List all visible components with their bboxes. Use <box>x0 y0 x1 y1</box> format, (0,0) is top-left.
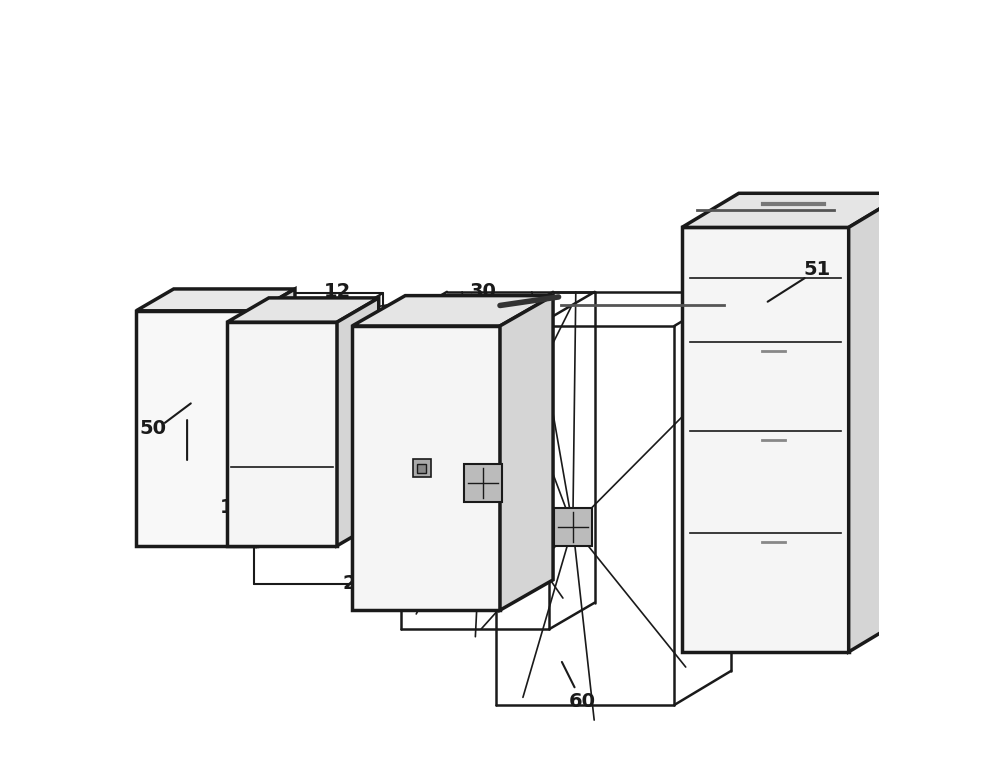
Text: 60: 60 <box>568 691 595 711</box>
Polygon shape <box>227 322 337 546</box>
Text: 12: 12 <box>323 282 351 302</box>
Text: 10: 10 <box>220 498 247 518</box>
Polygon shape <box>352 296 553 326</box>
Text: 30: 30 <box>470 282 497 302</box>
Polygon shape <box>352 326 500 610</box>
Polygon shape <box>554 508 592 546</box>
Text: 20: 20 <box>342 574 369 594</box>
Text: 51: 51 <box>803 259 830 279</box>
Polygon shape <box>849 193 906 652</box>
Polygon shape <box>464 464 502 502</box>
Text: 50: 50 <box>139 418 166 438</box>
Polygon shape <box>136 289 295 311</box>
Polygon shape <box>682 193 906 227</box>
Polygon shape <box>257 289 295 546</box>
Polygon shape <box>417 463 426 473</box>
Polygon shape <box>337 298 379 546</box>
Polygon shape <box>136 311 257 546</box>
Polygon shape <box>227 298 379 322</box>
Polygon shape <box>413 459 431 478</box>
Polygon shape <box>682 227 849 652</box>
Polygon shape <box>500 296 553 610</box>
